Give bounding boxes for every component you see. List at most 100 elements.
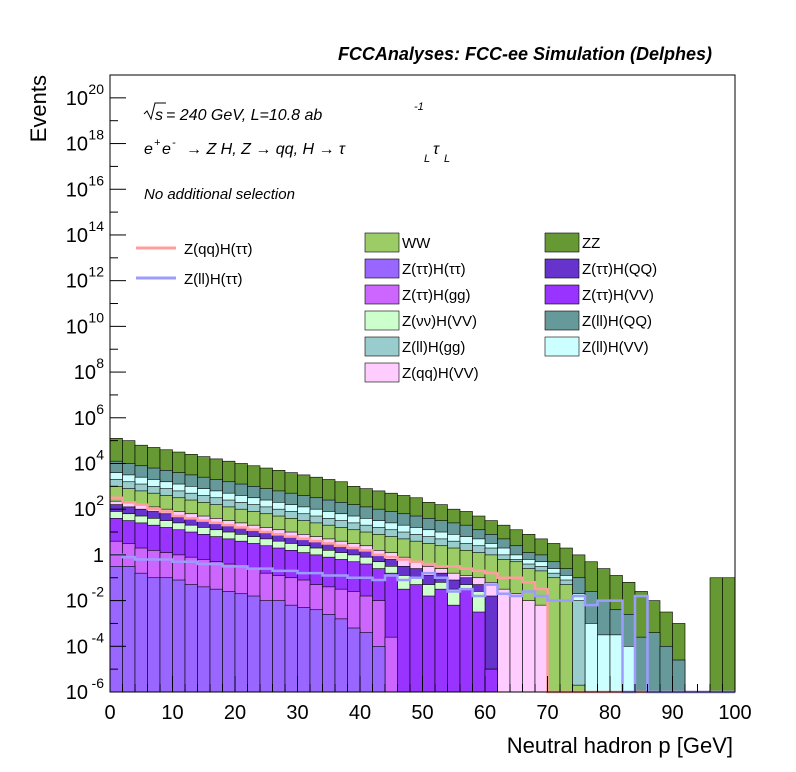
y-tick-exponent: 10 — [88, 309, 104, 325]
y-tick-exponent: 2 — [96, 492, 104, 508]
y-tick-mantissa: 10 — [66, 636, 88, 658]
bar-z-ll-h-gg--bin-37 — [572, 600, 586, 693]
bar-z-h--bin-20 — [359, 632, 373, 693]
process-text: → Z H, Z → qq, H → τ — [186, 141, 346, 158]
y-tick-label-13: -610 — [66, 675, 104, 704]
bar-z-ll-h-vv--bin-40 — [609, 634, 623, 693]
y-tick-exponent: -6 — [92, 675, 105, 691]
y-tick-label-9: 210 — [74, 492, 104, 521]
legend-swatch-8 — [364, 336, 400, 357]
legend-swatch-10 — [364, 362, 400, 383]
bar-z-qq-h-vv--bin-32 — [509, 593, 523, 693]
legend-label-0: WW — [402, 235, 431, 252]
bar-z-h-vv--bin-30 — [484, 668, 498, 693]
bar-z-ll-h-qq--bin-44 — [659, 645, 673, 693]
bar-z-h--bin-7 — [197, 586, 211, 693]
y-tick-mantissa: 10 — [74, 408, 96, 430]
y-axis-label: Events — [26, 75, 51, 142]
y-tick-mantissa: 10 — [66, 682, 88, 704]
x-tick-label-40: 40 — [349, 702, 371, 724]
bar-zz-bin-49 — [722, 577, 736, 693]
process-tau2: τ — [433, 141, 440, 158]
y-tick-mantissa: 10 — [66, 271, 88, 293]
legend-label-9: Z(ll)H(VV) — [582, 339, 649, 356]
lumi-exponent: -1 — [414, 101, 424, 113]
y-tick-mantissa: 10 — [66, 591, 88, 613]
legend-label-4: Z(ττ)H(gg) — [402, 287, 471, 304]
x-tick-label-60: 60 — [474, 702, 496, 724]
bar-z-h--bin-0 — [109, 566, 123, 693]
legend-signal-label-0: Z(qq)H(ττ) — [184, 241, 253, 258]
energy-annotation: s = 240 GeV, L=10.8 ab -1 — [143, 101, 424, 124]
x-tick-label-100: 100 — [718, 702, 751, 724]
bar-z-h--bin-21 — [372, 645, 386, 693]
x-tick-label-20: 20 — [224, 702, 246, 724]
y-tick-mantissa: 10 — [66, 316, 88, 338]
bar-z-h-vv--bin-27 — [447, 604, 461, 693]
bar-z-qq-h-vv--bin-33 — [522, 600, 536, 693]
y-tick-mantissa: 10 — [74, 362, 96, 384]
process-e2: e — [162, 141, 171, 158]
legend-swatch-6 — [364, 310, 400, 331]
y-tick-exponent: 20 — [88, 81, 104, 97]
bar-z-h-vv--bin-24 — [409, 584, 423, 693]
legend-swatch-5 — [544, 284, 580, 305]
y-axis: 2010181016101410121010108106104102101-21… — [66, 74, 126, 704]
process-sub-l1: L — [424, 153, 430, 165]
energy-text: = 240 GeV, L=10.8 ab — [166, 107, 322, 124]
bar-z-h-vv--bin-25 — [422, 595, 436, 693]
legend-label-5: Z(ττ)H(VV) — [582, 287, 654, 304]
bar-z-h-gg--bin-22 — [384, 636, 398, 693]
bar-z-h--bin-5 — [172, 579, 186, 693]
y-tick-exponent: 18 — [88, 127, 104, 143]
energy-s: s — [155, 107, 163, 124]
legend-swatch-0 — [364, 232, 400, 253]
y-tick-exponent: 14 — [88, 218, 104, 234]
y-tick-exponent: 4 — [96, 446, 104, 462]
bar-z-h--bin-6 — [184, 584, 198, 693]
y-tick-label-11: -210 — [66, 584, 104, 613]
process-sup-minus: - — [172, 137, 176, 149]
x-tick-label-80: 80 — [599, 702, 621, 724]
legend-label-8: Z(ll)H(gg) — [402, 339, 465, 356]
bar-z-qq-h-vv--bin-31 — [497, 588, 511, 693]
legend-swatch-7 — [544, 310, 580, 331]
sqrt-symbol — [143, 102, 166, 121]
x-tick-label-0: 0 — [104, 702, 115, 724]
bar-z-h--bin-13 — [272, 600, 286, 693]
y-tick-exponent: 6 — [96, 401, 104, 417]
bar-z-h--bin-3 — [147, 577, 161, 693]
bar-z-h--bin-10 — [234, 593, 248, 693]
process-sub-l2: L — [444, 153, 450, 165]
bar-zz-bin-48 — [709, 577, 723, 693]
y-tick-exponent: 16 — [88, 172, 104, 188]
y-tick-exponent: 12 — [88, 264, 104, 280]
bar-z-h--bin-16 — [309, 609, 323, 693]
bar-z-h--bin-18 — [334, 618, 348, 693]
legend-label-6: Z(νν)H(VV) — [402, 313, 477, 330]
bar-z-h--bin-11 — [247, 595, 261, 693]
bar-z-h--bin-12 — [259, 600, 273, 693]
y-tick-mantissa: 10 — [74, 453, 96, 475]
y-tick-label-7: 610 — [74, 401, 104, 430]
bar-z-h-vv--bin-26 — [434, 588, 448, 693]
bar-z-ll-h-qq--bin-43 — [647, 632, 661, 693]
legend-swatch-3 — [544, 258, 580, 279]
y-tick-exponent: -4 — [92, 629, 105, 645]
x-axis-label: Neutral hadron p [GeV] — [507, 733, 733, 758]
bar-z-h--bin-2 — [134, 572, 148, 693]
bar-ww-bin-35 — [547, 577, 561, 693]
y-tick-mantissa: 10 — [66, 179, 88, 201]
bar-z-ll-h-vv--bin-39 — [597, 634, 611, 693]
process-annotation: e + e - → Z H, Z → qq, H → τ L τ L — [144, 137, 450, 165]
bar-z-h--bin-8 — [209, 588, 223, 693]
x-tick-label-10: 10 — [161, 702, 183, 724]
bar-z-ll-h-vv--bin-38 — [584, 623, 598, 693]
bar-z-ll-h-qq--bin-45 — [672, 659, 686, 693]
bar-z-h--bin-4 — [159, 577, 173, 693]
bar-z-h-vv--bin-29 — [472, 611, 486, 693]
